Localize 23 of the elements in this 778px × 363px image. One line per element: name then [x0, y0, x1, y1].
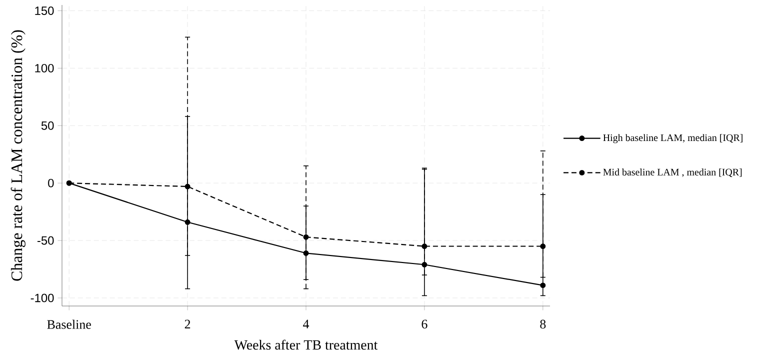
point — [184, 219, 190, 225]
point — [540, 244, 546, 249]
point — [422, 262, 428, 268]
x-axis-title: Weeks after TB treatment — [234, 340, 378, 350]
point — [303, 234, 309, 240]
x-tick-label: 6 — [422, 320, 428, 328]
point — [184, 184, 190, 190]
y-tick-label: 50 — [41, 121, 54, 130]
legend-label: High baseline LAM, median [IQR] — [603, 134, 742, 144]
point — [422, 244, 428, 249]
y-tick-label: 100 — [35, 64, 54, 72]
x-tick-label: Baseline — [47, 320, 91, 329]
y-tick-label: 150 — [35, 6, 54, 15]
y-tick-label: -50 — [37, 236, 54, 245]
point — [540, 282, 546, 288]
point — [303, 250, 309, 256]
legend-label: Mid baseline LAM , median [IQR] — [603, 168, 742, 178]
x-tick-label: 4 — [303, 320, 310, 328]
x-tick-label: 8 — [540, 320, 546, 329]
y-axis-title: Change rate of LAM concentration (%) — [10, 30, 26, 281]
y-tick-label: -100 — [30, 294, 54, 302]
x-tick-label: 2 — [184, 320, 190, 328]
y-tick-label: 0 — [48, 178, 54, 188]
